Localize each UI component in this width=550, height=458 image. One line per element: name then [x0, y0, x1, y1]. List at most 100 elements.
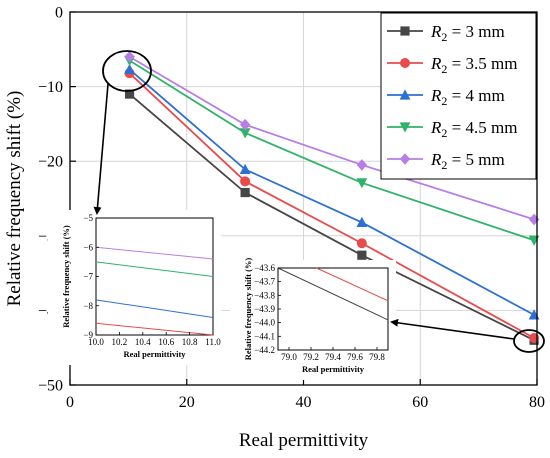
inset-y-axis-title: Relative frequency shift (%)	[61, 225, 71, 328]
legend-label: R2 = 3.5 mm	[430, 54, 517, 76]
inset-y-tick-label: −6	[83, 242, 93, 252]
inset-x-axis-title: Real permittivity	[123, 349, 186, 359]
inset-x-tick-label: 10.8	[182, 337, 198, 347]
legend-label-suffix: = 5 mm	[447, 150, 504, 169]
inset-y-tick-label: −7	[83, 272, 93, 282]
data-point	[356, 159, 368, 171]
legend-label-subscript: 2	[441, 126, 447, 140]
data-point	[240, 187, 250, 198]
inset-y-tick-label: −44.2	[254, 345, 275, 355]
x-tick-label: 40	[296, 394, 312, 411]
inset-y-tick-label: −43.6	[254, 263, 275, 273]
inset-series-line	[95, 246, 214, 260]
inset-left: 10.0 10.2 10.4 10.6 10.8 11.0 −5 −6 −7 −8 −9 Real p…	[48, 210, 221, 365]
inset-x-tick-label: 10.2	[112, 337, 128, 347]
inset-series-line	[95, 322, 214, 336]
inset-y-tick-label: −9	[83, 330, 93, 340]
x-tick-label: 20	[179, 394, 195, 411]
inset-x-tick-label: 10.4	[135, 337, 151, 347]
inset-frame	[277, 267, 389, 351]
inset-x-tick-label: 79.6	[347, 352, 363, 362]
inset-x-axis-title: Real permittivity	[302, 364, 365, 374]
y-tick-label: −10	[38, 79, 63, 96]
legend-label: R2 = 4.5 mm	[430, 118, 517, 140]
inset-y-tick-label: −43.8	[254, 290, 275, 300]
inset-y-axis-title: Relative frequency shift (%)	[243, 258, 253, 361]
data-point	[528, 235, 540, 246]
inset-y-tick-label: −44.0	[254, 318, 275, 328]
legend-label-suffix: = 4.5 mm	[447, 118, 517, 137]
inset-frame	[95, 217, 214, 336]
data-point	[124, 63, 135, 75]
callout-ellipse-left	[102, 50, 152, 92]
legend-label: R2 = 4 mm	[430, 86, 505, 108]
inset-x-tick-label: 10.6	[158, 337, 174, 347]
inset-x-tick-label: 79.2	[303, 352, 319, 362]
inset-series-line	[95, 299, 214, 318]
data-point	[400, 26, 410, 36]
data-point	[240, 176, 251, 187]
main-plot	[124, 50, 540, 345]
data-point	[239, 163, 251, 175]
legend-label-prefix: R	[430, 54, 442, 73]
data-point	[239, 128, 251, 139]
inset-right: 79.0 79.2 79.4 79.6 79.8 −43.6 −43.7 −43.8 −43.9…	[230, 258, 396, 380]
x-tick-label: 0	[66, 394, 74, 411]
data-point	[399, 153, 411, 165]
inset-x-tick-label: 10.0	[88, 337, 104, 347]
y-tick-label: 0	[55, 5, 63, 22]
data-point	[356, 238, 367, 249]
legend-label-suffix: = 3.5 mm	[447, 54, 517, 73]
legend-label-prefix: R	[430, 86, 442, 105]
x-tick-label: 60	[412, 394, 428, 411]
data-point	[399, 89, 411, 100]
legend-label: R2 = 3 mm	[430, 22, 505, 44]
callouts	[93, 50, 545, 353]
inset-y-tick-label: −5	[83, 213, 93, 223]
inset-x-tick-label: 79.8	[369, 352, 385, 362]
legend-label-prefix: R	[430, 118, 442, 137]
data-point	[239, 118, 251, 131]
series-line	[129, 55, 535, 221]
y-tick-label: −50	[38, 378, 63, 395]
callout-arrow-right	[390, 318, 515, 340]
legend-label-subscript: 2	[441, 30, 447, 44]
legend-label: R2 = 5 mm	[430, 150, 505, 172]
y-axis-title: Relative frequency shift (%)	[4, 91, 25, 307]
data-point	[528, 213, 540, 226]
data-point	[400, 58, 410, 68]
inset-y-tick-label: −43.9	[254, 304, 275, 314]
data-point	[124, 89, 135, 99]
callout-ellipse-right	[513, 329, 545, 353]
y-tick-label: −20	[38, 154, 63, 171]
legend-label-subscript: 2	[441, 62, 447, 76]
inset-x-tick-label: 79.4	[325, 352, 341, 362]
series-line	[129, 59, 535, 242]
series-line	[128, 68, 535, 316]
callout-arrow-left	[93, 83, 109, 215]
series-line	[128, 72, 535, 339]
data-point	[356, 216, 368, 227]
data-point	[356, 178, 368, 189]
legend-label-prefix: R	[430, 150, 442, 169]
data-point	[124, 50, 135, 63]
x-tick-label: 80	[529, 394, 545, 411]
legend-label-subscript: 2	[441, 94, 447, 108]
legend-label-subscript: 2	[441, 158, 447, 172]
data-point	[399, 122, 411, 133]
legend-label-suffix: = 3 mm	[447, 22, 504, 41]
inset-series-line	[277, 267, 389, 321]
inset-x-tick-label: 79.0	[281, 352, 297, 362]
series-line	[128, 93, 535, 342]
data-point	[357, 250, 367, 260]
x-axis-title: Real permittivity	[239, 430, 369, 451]
inset-y-tick-label: −44.1	[254, 331, 275, 341]
inset-series-line	[316, 267, 389, 302]
inset-y-tick-label: −8	[83, 301, 93, 311]
inset-series-line	[95, 261, 214, 277]
legend-label-suffix: = 4 mm	[447, 86, 504, 105]
inset-x-tick-label: 11.0	[205, 337, 221, 347]
